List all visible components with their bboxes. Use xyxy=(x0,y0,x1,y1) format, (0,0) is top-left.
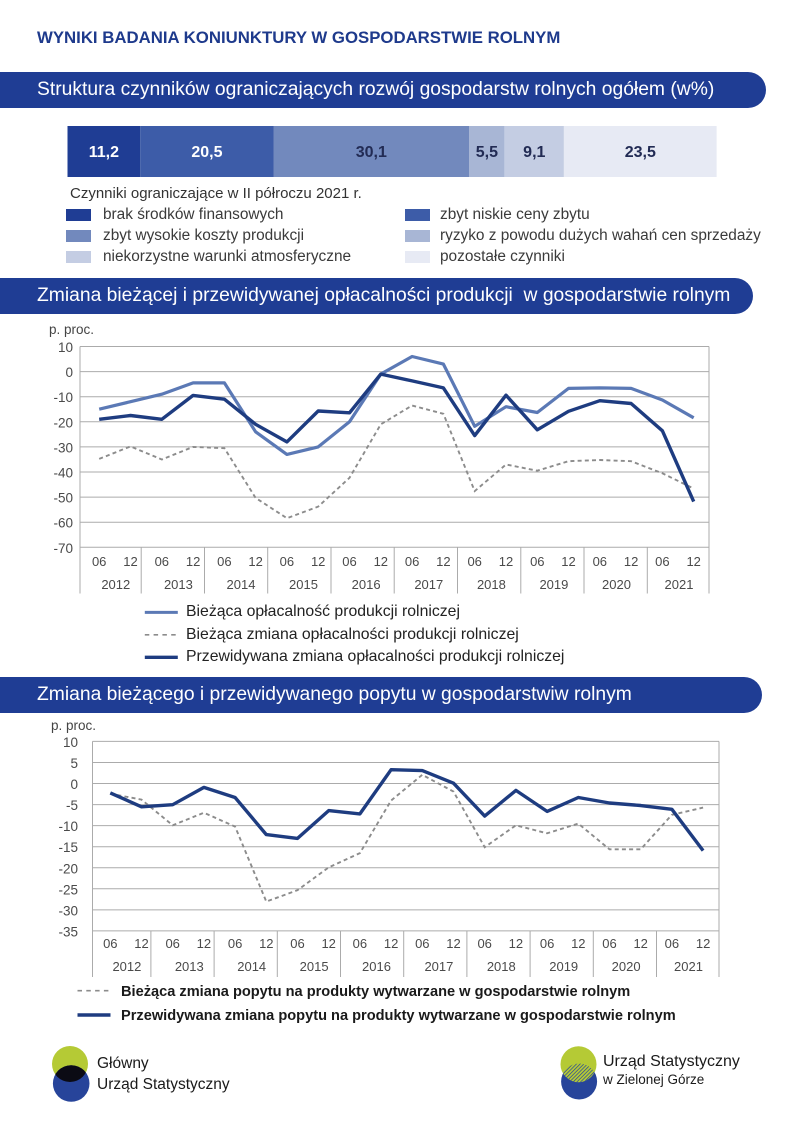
svg-text:2016: 2016 xyxy=(362,959,391,974)
svg-text:-20: -20 xyxy=(58,861,78,876)
svg-text:2013: 2013 xyxy=(175,959,204,974)
svg-text:2015: 2015 xyxy=(300,959,329,974)
svg-text:12: 12 xyxy=(374,554,388,569)
svg-text:12: 12 xyxy=(197,936,211,951)
svg-text:06: 06 xyxy=(602,936,616,951)
svg-text:06: 06 xyxy=(342,554,356,569)
svg-text:5,5: 5,5 xyxy=(476,144,498,161)
svg-text:12: 12 xyxy=(624,554,638,569)
svg-text:2015: 2015 xyxy=(289,577,318,592)
svg-text:12: 12 xyxy=(123,554,137,569)
svg-text:12: 12 xyxy=(436,554,450,569)
svg-text:-10: -10 xyxy=(53,390,73,405)
svg-text:9,1: 9,1 xyxy=(523,144,545,161)
svg-text:06: 06 xyxy=(290,936,304,951)
svg-text:12: 12 xyxy=(248,554,262,569)
svg-text:-35: -35 xyxy=(58,924,78,939)
svg-text:2019: 2019 xyxy=(539,577,568,592)
svg-text:-50: -50 xyxy=(53,491,73,506)
svg-text:2012: 2012 xyxy=(112,959,141,974)
svg-text:12: 12 xyxy=(633,936,647,951)
svg-text:12: 12 xyxy=(321,936,335,951)
svg-text:06: 06 xyxy=(217,554,231,569)
svg-text:06: 06 xyxy=(665,936,679,951)
svg-text:2021: 2021 xyxy=(674,959,703,974)
svg-text:2016: 2016 xyxy=(352,577,381,592)
svg-text:23,5: 23,5 xyxy=(625,144,656,161)
svg-text:2018: 2018 xyxy=(487,959,516,974)
svg-text:2017: 2017 xyxy=(414,577,443,592)
svg-text:12: 12 xyxy=(686,554,700,569)
svg-text:0: 0 xyxy=(70,777,78,792)
svg-text:-20: -20 xyxy=(53,415,73,430)
svg-text:12: 12 xyxy=(311,554,325,569)
svg-text:2020: 2020 xyxy=(602,577,631,592)
svg-text:-70: -70 xyxy=(53,541,73,556)
svg-text:5: 5 xyxy=(70,756,78,771)
svg-text:06: 06 xyxy=(593,554,607,569)
svg-text:12: 12 xyxy=(446,936,460,951)
svg-text:-15: -15 xyxy=(58,840,78,855)
svg-text:06: 06 xyxy=(103,936,117,951)
svg-text:2014: 2014 xyxy=(237,959,266,974)
svg-text:-30: -30 xyxy=(53,440,73,455)
svg-text:2017: 2017 xyxy=(424,959,453,974)
svg-text:06: 06 xyxy=(353,936,367,951)
svg-text:2020: 2020 xyxy=(612,959,641,974)
svg-text:12: 12 xyxy=(384,936,398,951)
svg-text:06: 06 xyxy=(467,554,481,569)
svg-text:12: 12 xyxy=(134,936,148,951)
svg-text:-40: -40 xyxy=(53,466,73,481)
svg-text:20,5: 20,5 xyxy=(191,144,222,161)
svg-text:-25: -25 xyxy=(58,882,78,897)
svg-text:06: 06 xyxy=(655,554,669,569)
svg-text:w Zielonej Górze: w Zielonej Górze xyxy=(602,1072,704,1087)
svg-text:Urząd Statystyczny: Urząd Statystyczny xyxy=(97,1076,230,1093)
svg-text:06: 06 xyxy=(165,936,179,951)
svg-text:2021: 2021 xyxy=(665,577,694,592)
svg-text:30,1: 30,1 xyxy=(356,144,387,161)
svg-text:06: 06 xyxy=(477,936,491,951)
svg-text:06: 06 xyxy=(280,554,294,569)
svg-text:10: 10 xyxy=(58,340,73,355)
svg-text:2014: 2014 xyxy=(227,577,256,592)
svg-text:06: 06 xyxy=(540,936,554,951)
svg-text:2018: 2018 xyxy=(477,577,506,592)
svg-text:11,2: 11,2 xyxy=(89,144,119,161)
svg-text:0: 0 xyxy=(65,365,73,380)
svg-text:06: 06 xyxy=(405,554,419,569)
svg-text:2019: 2019 xyxy=(549,959,578,974)
svg-text:2012: 2012 xyxy=(101,577,130,592)
svg-text:06: 06 xyxy=(228,936,242,951)
svg-text:12: 12 xyxy=(499,554,513,569)
svg-text:Główny: Główny xyxy=(97,1055,149,1072)
svg-text:12: 12 xyxy=(696,936,710,951)
svg-text:Urząd Statystyczny: Urząd Statystyczny xyxy=(603,1053,740,1070)
svg-text:12: 12 xyxy=(509,936,523,951)
svg-text:12: 12 xyxy=(571,936,585,951)
svg-text:-5: -5 xyxy=(66,798,78,813)
svg-text:06: 06 xyxy=(415,936,429,951)
svg-text:-30: -30 xyxy=(58,903,78,918)
svg-text:-10: -10 xyxy=(58,819,78,834)
svg-text:06: 06 xyxy=(530,554,544,569)
svg-text:12: 12 xyxy=(561,554,575,569)
svg-text:10: 10 xyxy=(63,735,78,750)
svg-text:06: 06 xyxy=(92,554,106,569)
svg-text:12: 12 xyxy=(186,554,200,569)
svg-text:2013: 2013 xyxy=(164,577,193,592)
svg-text:-60: -60 xyxy=(53,516,73,531)
svg-text:06: 06 xyxy=(155,554,169,569)
svg-text:12: 12 xyxy=(259,936,273,951)
